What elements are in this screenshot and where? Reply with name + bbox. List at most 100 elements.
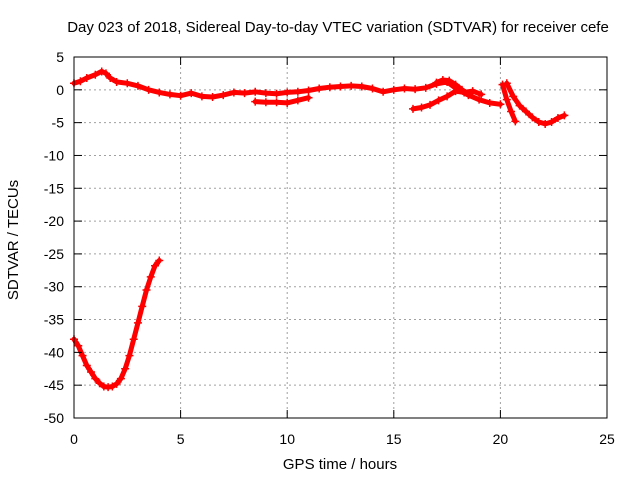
data-point-main-track — [155, 88, 164, 97]
data-point-dip-segment — [293, 96, 302, 105]
data-point-low-arc — [138, 302, 147, 311]
data-point-low-arc — [151, 261, 160, 270]
data-point-low-arc — [146, 272, 155, 281]
data-point-dip-segment — [283, 98, 292, 107]
data-point-main-track — [229, 88, 238, 97]
data-point-main-track — [283, 88, 292, 97]
data-point-main-track — [379, 87, 388, 96]
y-tick-label: 0 — [56, 82, 64, 98]
x-tick-label: 10 — [279, 431, 295, 447]
data-point-end-track — [509, 92, 518, 101]
data-point-main-track — [293, 87, 302, 96]
data-point-late-rise — [477, 90, 486, 99]
y-tick-label: -5 — [52, 115, 65, 131]
y-axis-label: SDTVAR / TECUs — [5, 180, 22, 300]
data-point-low-arc — [129, 335, 138, 344]
data-point-main-track — [421, 83, 430, 92]
y-tick-label: -15 — [44, 180, 64, 196]
data-point-main-track — [496, 100, 505, 109]
y-tick-label: -10 — [44, 147, 64, 163]
data-point-main-track — [197, 92, 206, 101]
data-point-end-track — [502, 79, 511, 88]
data-point-main-track — [304, 86, 313, 95]
x-tick-label: 0 — [70, 431, 78, 447]
data-point-main-track — [176, 91, 185, 100]
data-point-late-rise — [443, 92, 452, 101]
data-point-low-arc — [108, 382, 117, 391]
data-point-main-track — [347, 81, 356, 90]
data-point-main-track — [97, 67, 106, 76]
data-point-low-arc — [112, 379, 121, 388]
y-tick-label: -25 — [44, 246, 64, 262]
data-point-end-track — [560, 111, 569, 120]
y-tick-label: -35 — [44, 312, 64, 328]
data-point-late-rise — [408, 104, 417, 113]
data-point-drop-segment — [502, 95, 511, 104]
y-tick-label: -40 — [44, 344, 64, 360]
data-point-main-track — [336, 82, 345, 91]
data-point-low-arc — [91, 374, 100, 383]
data-point-main-track — [485, 98, 494, 107]
data-point-main-track — [315, 84, 324, 93]
data-point-end-track — [553, 114, 562, 123]
x-tick-label: 25 — [599, 431, 615, 447]
data-point-drop-segment — [511, 117, 520, 126]
data-point-main-track — [475, 95, 484, 104]
x-axis-label: GPS time / hours — [283, 456, 397, 473]
data-point-dip-segment — [304, 93, 313, 102]
data-point-low-arc — [155, 256, 164, 265]
data-point-main-track — [240, 89, 249, 98]
data-point-dip-segment — [272, 98, 281, 107]
data-point-main-track — [187, 89, 196, 98]
data-point-main-track — [325, 83, 334, 92]
data-point-main-track — [251, 87, 260, 96]
data-point-end-track — [541, 119, 550, 128]
data-point-main-track — [101, 69, 110, 78]
x-tick-label: 20 — [493, 431, 509, 447]
data-point-peak-segment — [445, 76, 454, 85]
data-point-end-track — [521, 107, 530, 116]
data-point-low-arc — [87, 368, 96, 377]
data-point-main-track — [133, 81, 142, 90]
data-point-low-arc — [121, 364, 130, 373]
data-point-main-track — [123, 79, 132, 88]
data-point-main-track — [76, 77, 85, 86]
data-point-main-track — [106, 74, 115, 83]
data-point-end-track — [528, 113, 537, 122]
data-point-main-track — [165, 90, 174, 99]
data-point-main-track — [112, 77, 121, 86]
y-tick-label: -30 — [44, 279, 64, 295]
y-tick-label: 5 — [56, 49, 64, 65]
x-tick-label: 15 — [386, 431, 402, 447]
series-line-drop-segment — [500, 82, 518, 124]
data-point-main-track — [400, 84, 409, 93]
data-point-late-rise — [417, 103, 426, 112]
data-point-main-track — [357, 82, 366, 91]
data-point-main-track — [91, 70, 100, 79]
chart-title: Day 023 of 2018, Sidereal Day-to-day VTE… — [67, 19, 609, 36]
data-point-low-arc — [74, 341, 83, 350]
y-tick-label: -45 — [44, 377, 64, 393]
data-point-main-track — [82, 74, 91, 83]
data-point-main-track — [144, 85, 153, 94]
data-series — [70, 67, 569, 392]
y-tick-label: -20 — [44, 213, 64, 229]
data-point-low-arc — [95, 379, 104, 388]
series-line-end-track — [504, 80, 567, 127]
data-point-main-track — [261, 89, 270, 98]
data-point-main-track — [368, 84, 377, 93]
data-point-peak-segment — [451, 80, 460, 89]
data-point-main-track — [219, 91, 228, 100]
data-point-low-arc — [116, 374, 125, 383]
data-point-end-track — [534, 117, 543, 126]
data-point-late-rise — [426, 100, 435, 109]
data-point-low-arc — [133, 318, 142, 327]
data-point-drop-segment — [507, 107, 516, 116]
data-point-main-track — [389, 85, 398, 94]
x-tick-label: 5 — [177, 431, 185, 447]
data-point-main-track — [411, 85, 420, 94]
data-point-late-rise — [434, 96, 443, 105]
data-point-peak-segment — [458, 85, 467, 94]
